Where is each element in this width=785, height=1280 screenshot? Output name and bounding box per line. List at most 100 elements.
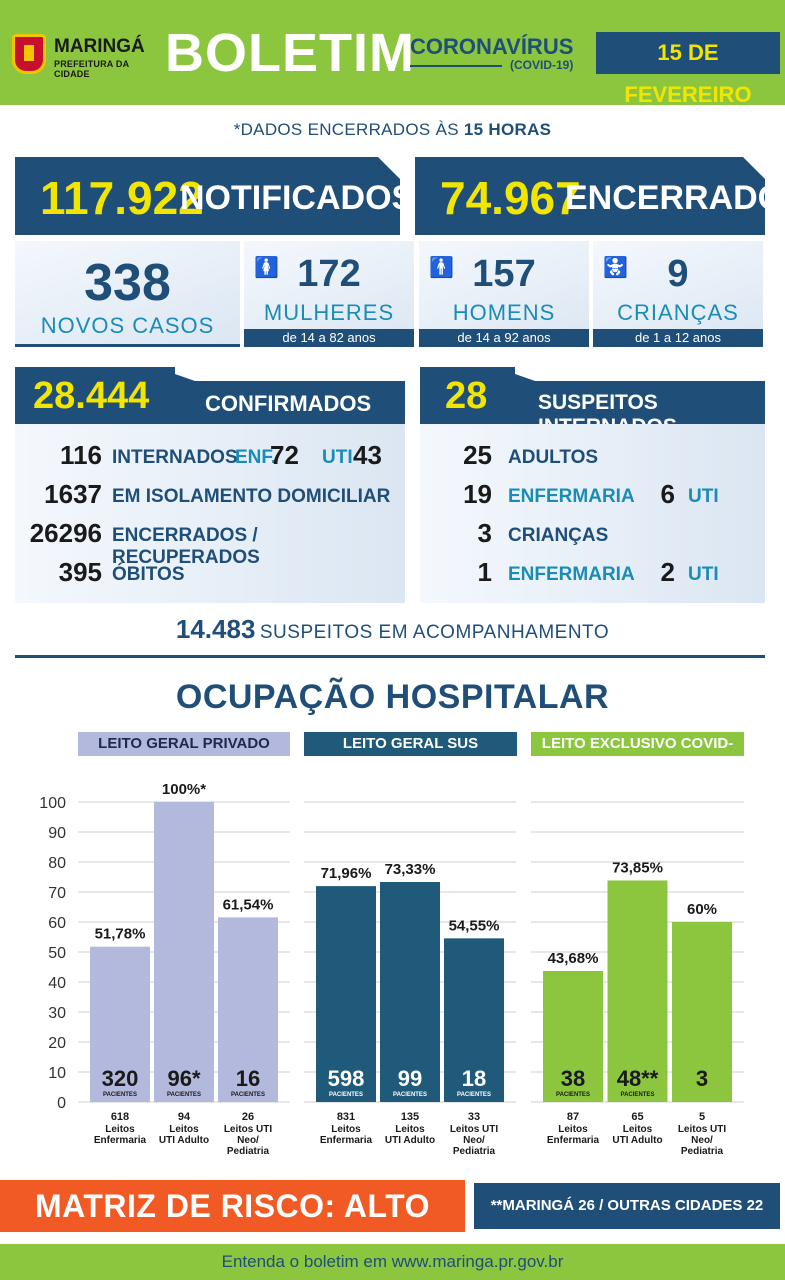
bar — [543, 970, 603, 1102]
adultos-uti-value: 6 — [660, 479, 675, 509]
bar-category-label: Leitos — [623, 1124, 653, 1135]
criancas-int-value: 3 — [477, 518, 492, 548]
isolamento-value: 1637 — [44, 479, 102, 509]
date-badge: 15 DE FEVEREIRO — [596, 32, 780, 107]
bar-category-label: Neo/ — [237, 1135, 259, 1146]
adultos-enf-value: 19 — [463, 479, 492, 509]
bar-category-label: Leitos — [558, 1124, 588, 1135]
suspeitos-panel: 25 ADULTOS 19 ENFERMARIA 6 UTI 3 CRIANÇA… — [420, 424, 765, 603]
bar — [380, 882, 440, 1102]
encerrados-banner: 74.967 ENCERRADOS — [415, 157, 785, 235]
bar-pacientes-label: PACIENTES — [167, 1092, 201, 1098]
bar-category-label: Pediatria — [681, 1146, 724, 1157]
recuperados-label: ENCERRADOS / RECUPERADOS — [112, 525, 260, 568]
mulheres-range: de 14 a 82 anos — [244, 329, 414, 347]
recuperados-value: 26296 — [29, 518, 102, 548]
bar — [154, 802, 214, 1102]
page-subtitle-small: (COVID-19) — [510, 58, 574, 72]
homens-label: HOMENS — [452, 300, 556, 325]
cutoff-hour: 15 HORAS — [463, 120, 552, 139]
bar-category-label: Leitos UTI — [224, 1124, 273, 1135]
bar-category-label: UTI Adulto — [385, 1135, 435, 1146]
y-tick-label: 50 — [48, 945, 66, 962]
bar-category-label: Leitos — [395, 1124, 425, 1135]
criancas-uti-label: UTI — [688, 564, 719, 585]
bar-percent-label: 51,78% — [95, 926, 146, 943]
bar-category-label: Enfermaria — [320, 1135, 373, 1146]
man-icon: 🚹 — [429, 257, 454, 279]
bar-percent-label: 54,55% — [449, 917, 500, 934]
data-cutoff-note: *DADOS ENCERRADOS ÀS 15 HORAS — [0, 120, 785, 140]
bar-leitos-value: 831 — [337, 1111, 355, 1123]
occupancy-chart: 010203040506070809010051,78%320PACIENTES… — [39, 781, 744, 1157]
bar-percent-label: 73,33% — [385, 861, 436, 878]
y-tick-label: 70 — [48, 885, 66, 902]
bar — [607, 880, 668, 1102]
group-header-sus: LEITO GERAL SUS — [304, 732, 517, 756]
bar-category-label: Leitos — [105, 1124, 135, 1135]
mulheres-box: 🚺 172 MULHERES de 14 a 82 anos — [244, 241, 414, 347]
bar — [218, 917, 278, 1102]
group-header-covid: LEITO EXCLUSIVO COVID-SUS — [531, 732, 744, 776]
criancas-label: CRIANÇAS — [617, 300, 739, 325]
group-header-privado: LEITO GERAL PRIVADO — [78, 732, 290, 756]
bar-pacientes-label: PACIENTES — [231, 1092, 265, 1098]
bar-percent-label: 100%* — [162, 781, 206, 798]
notificados-banner: 117.922 NOTIFICADOS — [15, 157, 414, 235]
bar-pacientes-value: 16 — [236, 1066, 260, 1091]
bar-pacientes-value: 96* — [167, 1066, 200, 1091]
bar-category-label: Leitos — [331, 1124, 361, 1135]
subtitle-divider — [410, 65, 502, 67]
bar-pacientes-label: PACIENTES — [103, 1092, 137, 1098]
bar-category-label: Pediatria — [227, 1146, 270, 1157]
bar-pacientes-label: PACIENTES — [556, 1092, 590, 1098]
y-tick-label: 80 — [48, 855, 66, 872]
isolamento-label: EM ISOLAMENTO DOMICILIAR — [112, 486, 391, 507]
woman-icon: 🚺 — [254, 257, 279, 279]
criancas-range: de 1 a 12 anos — [593, 329, 763, 347]
acompanhamento-line: 14.483 SUSPEITOS EM ACOMPANHAMENTO — [0, 614, 785, 645]
city-crest-icon — [12, 34, 46, 74]
acompanhamento-label: SUSPEITOS EM ACOMPANHAMENTO — [259, 622, 610, 643]
bar-category-label: Pediatria — [453, 1146, 496, 1157]
homens-range: de 14 a 92 anos — [419, 329, 589, 347]
bar-percent-label: 73,85% — [612, 859, 663, 876]
adultos-label: ADULTOS — [508, 447, 599, 468]
obitos-label: ÓBITOS — [112, 564, 185, 585]
bar — [672, 922, 732, 1102]
bar-percent-label: 61,54% — [223, 896, 274, 913]
bar-category-label: Enfermaria — [547, 1135, 600, 1146]
y-tick-label: 90 — [48, 825, 66, 842]
confirmados-header: 28.444 CONFIRMADOS — [15, 367, 405, 424]
obitos-value: 395 — [58, 557, 102, 587]
notificados-value: 117.922 — [40, 172, 204, 224]
internados-enf-label: ENF. — [235, 447, 277, 468]
baby-icon: 🚼 — [603, 257, 628, 279]
bar-category-label: UTI Adulto — [159, 1135, 209, 1146]
bar — [90, 946, 150, 1102]
footer-bar: Entenda o boletim em www.maringa.pr.gov.… — [0, 1244, 785, 1280]
bar-category-label: Leitos — [169, 1124, 199, 1135]
adultos-enf-label: ENFERMARIA — [508, 486, 635, 507]
bar-percent-label: 71,96% — [321, 865, 372, 882]
footnote-box: **MARINGÁ 26 / OUTRAS CIDADES 22 — [474, 1183, 780, 1229]
bar-category-label: Enfermaria — [94, 1135, 147, 1146]
bar-leitos-value: 618 — [111, 1111, 129, 1123]
bar-leitos-value: 87 — [567, 1111, 579, 1123]
y-tick-label: 100 — [39, 795, 66, 812]
criancas-box: 🚼 9 CRIANÇAS de 1 a 12 anos — [593, 241, 763, 347]
mulheres-value: 172 — [297, 253, 361, 295]
y-tick-label: 0 — [57, 1095, 66, 1112]
bar-leitos-value: 5 — [699, 1111, 705, 1123]
city-name: MARINGÁ — [54, 36, 145, 57]
internados-enf-value: 72 — [270, 440, 299, 470]
criancas-enf-value: 1 — [477, 557, 492, 587]
adultos-uti-label: UTI — [688, 486, 719, 507]
bar-leitos-value: 33 — [468, 1111, 480, 1123]
bar-pacientes-value: 3 — [696, 1066, 708, 1091]
y-tick-label: 20 — [48, 1035, 66, 1052]
suspeitos-value: 28 — [445, 375, 488, 417]
y-tick-label: 40 — [48, 975, 66, 992]
bar-pacientes-label: PACIENTES — [329, 1092, 363, 1098]
confirmados-value: 28.444 — [33, 375, 150, 417]
